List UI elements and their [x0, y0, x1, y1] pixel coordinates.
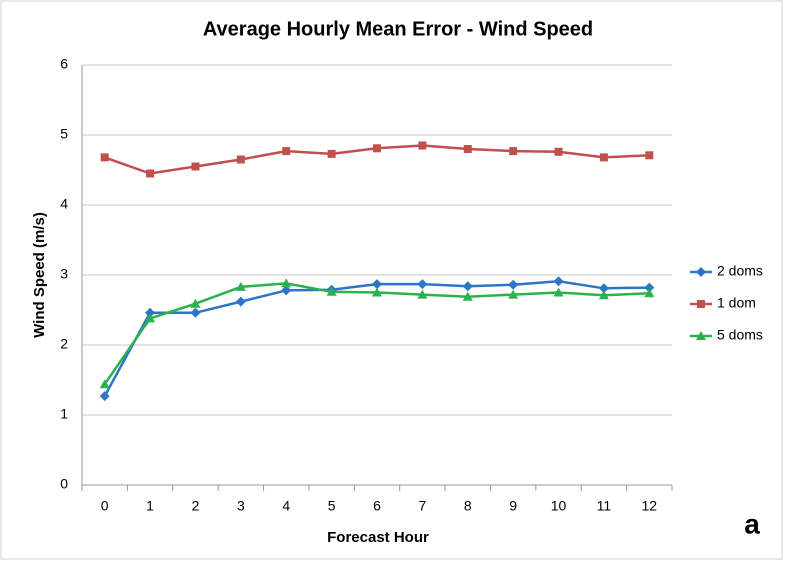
- y-tick-label: 2: [60, 336, 68, 352]
- marker: [372, 287, 382, 297]
- y-tick-label: 6: [60, 56, 68, 72]
- legend-label: 1 dom: [717, 295, 756, 311]
- x-tick-label: 1: [146, 498, 154, 514]
- marker: [190, 298, 201, 308]
- marker: [644, 288, 655, 298]
- marker: [417, 289, 428, 299]
- x-tick-label: 2: [192, 498, 200, 514]
- marker: [235, 281, 246, 291]
- x-tick-label: 8: [464, 498, 472, 514]
- marker: [554, 147, 563, 156]
- panel-label: a: [744, 508, 760, 539]
- marker: [696, 267, 706, 277]
- marker: [281, 285, 292, 296]
- marker: [553, 287, 564, 297]
- y-tick-label: 4: [60, 196, 68, 212]
- marker: [598, 283, 609, 294]
- marker: [145, 313, 156, 323]
- marker: [373, 144, 381, 153]
- marker: [509, 147, 518, 156]
- x-tick-label: 6: [373, 498, 381, 514]
- x-tick-label: 10: [551, 498, 567, 514]
- legend-label: 5 doms: [717, 327, 763, 343]
- marker: [281, 278, 292, 288]
- marker: [463, 145, 472, 153]
- y-tick-label: 3: [60, 266, 68, 282]
- x-tick-label: 11: [597, 498, 612, 514]
- marker: [100, 153, 109, 162]
- marker: [462, 291, 473, 301]
- marker: [372, 279, 382, 290]
- x-tick-label: 12: [642, 498, 658, 514]
- marker: [145, 307, 156, 318]
- marker: [417, 279, 428, 290]
- marker: [644, 282, 655, 293]
- marker: [508, 279, 519, 290]
- marker: [645, 151, 654, 160]
- x-axis-title: Forecast Hour: [327, 529, 429, 546]
- marker: [696, 331, 706, 340]
- x-tick-label: 3: [237, 498, 245, 514]
- marker: [191, 162, 200, 171]
- marker: [462, 281, 473, 292]
- marker: [99, 391, 110, 402]
- marker: [599, 153, 608, 162]
- y-axis-title: Wind Speed (m/s): [31, 212, 48, 338]
- marker: [235, 296, 246, 307]
- x-tick-label: 9: [509, 498, 517, 514]
- marker: [418, 141, 427, 150]
- x-tick-label: 5: [328, 498, 336, 514]
- marker: [598, 290, 609, 300]
- marker: [282, 147, 291, 156]
- legend-label: 2 doms: [717, 263, 763, 279]
- marker: [697, 300, 705, 308]
- marker: [508, 289, 519, 299]
- x-tick-label: 4: [282, 498, 290, 514]
- y-tick-label: 5: [60, 126, 68, 142]
- chart-title: Average Hourly Mean Error - Wind Speed: [203, 18, 593, 40]
- marker: [553, 276, 564, 287]
- marker: [327, 149, 336, 158]
- x-tick-label: 0: [101, 498, 109, 514]
- x-tick-label: 7: [418, 498, 426, 514]
- y-tick-label: 1: [60, 406, 68, 422]
- y-tick-label: 0: [60, 476, 68, 492]
- marker: [236, 155, 245, 164]
- marker: [190, 307, 201, 318]
- marker: [99, 379, 110, 389]
- marker: [146, 169, 155, 178]
- marker: [326, 286, 337, 296]
